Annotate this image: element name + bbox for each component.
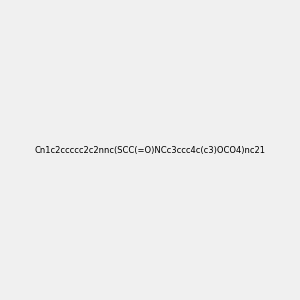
- Text: Cn1c2ccccc2c2nnc(SCC(=O)NCc3ccc4c(c3)OCO4)nc21: Cn1c2ccccc2c2nnc(SCC(=O)NCc3ccc4c(c3)OCO…: [34, 146, 266, 154]
